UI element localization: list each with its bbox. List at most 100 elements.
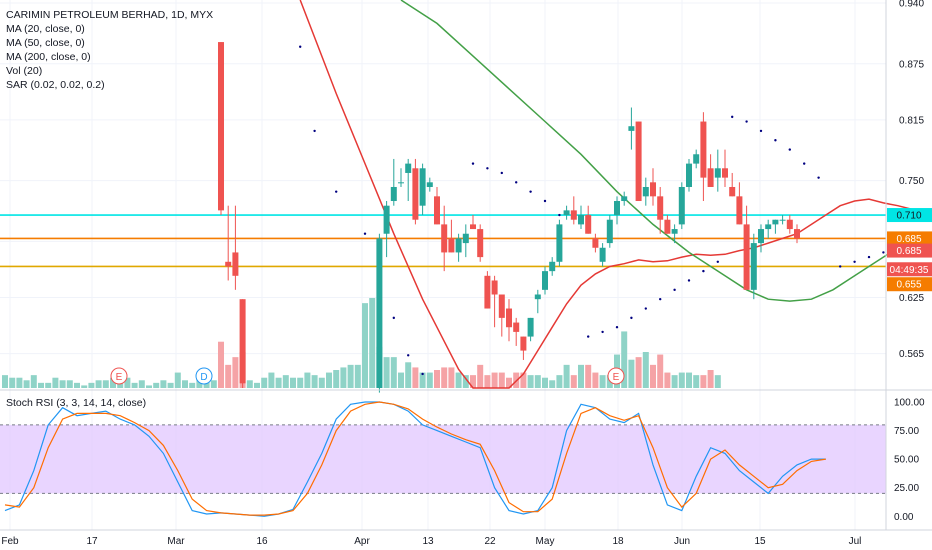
- volume-bar: [45, 382, 52, 388]
- sar-dot: [363, 232, 367, 235]
- legend-stoch-rsi[interactable]: Stoch RSI (3, 3, 14, 14, close): [6, 397, 147, 409]
- volume-bar: [95, 380, 102, 388]
- time-tick-label: May: [536, 536, 555, 547]
- price-tag-bg: [887, 231, 932, 246]
- volume-bar: [426, 372, 433, 388]
- volume-bar: [261, 377, 268, 388]
- sar-dot: [558, 213, 561, 217]
- price-tick-label: 0.940: [899, 0, 924, 10]
- price-tag-label: 0.685: [896, 246, 921, 257]
- volume-bar: [160, 380, 167, 388]
- volume-bar: [74, 382, 80, 388]
- stoch-rsi-pane: [0, 401, 886, 517]
- volume-bar: [189, 382, 196, 388]
- sar-dot: [392, 316, 395, 320]
- price-tag: 04:49:35: [887, 262, 932, 277]
- volume-bar: [30, 375, 37, 388]
- volume-bar: [369, 298, 376, 388]
- candle-body: [707, 168, 714, 187]
- sar-dot: [759, 129, 763, 133]
- sar-dot: [716, 260, 719, 263]
- moving-averages: [299, 0, 927, 389]
- sar-dot: [702, 269, 705, 273]
- volume-bar: [498, 372, 505, 388]
- candle-body: [786, 219, 793, 230]
- volume-bar: [131, 382, 138, 388]
- event-marker: [607, 367, 625, 385]
- volume-bar: [470, 375, 476, 388]
- volume-bar: [650, 364, 656, 388]
- sar-dot: [644, 307, 647, 310]
- sar-dot: [731, 115, 734, 119]
- volume-bar: [182, 380, 188, 388]
- volume-bar: [340, 367, 347, 388]
- ma50-line: [400, 0, 927, 302]
- volume-bar: [563, 364, 570, 388]
- volume-bar: [448, 367, 455, 388]
- time-tick-label: 22: [484, 536, 496, 547]
- legend-vol[interactable]: Vol (20): [6, 65, 43, 77]
- volume-bar: [282, 375, 289, 388]
- volume-bar: [657, 354, 664, 388]
- candle-body: [621, 196, 628, 202]
- candle-body: [772, 219, 779, 225]
- price-tag-bg: [887, 208, 932, 223]
- time-tick-label: 17: [86, 536, 98, 547]
- stoch-rsi-k-line: [4, 401, 826, 517]
- candle-body: [650, 182, 656, 197]
- volume-bar: [491, 372, 498, 388]
- candle-body: [448, 238, 455, 253]
- volume-bar: [635, 357, 642, 388]
- volume-bar: [441, 367, 448, 388]
- volume-bar: [254, 382, 260, 388]
- price-tag-label: 04:49:35: [890, 265, 929, 276]
- candle-body: [218, 42, 224, 211]
- time-tick-label: Jul: [849, 536, 862, 547]
- candle-body: [419, 168, 426, 206]
- legend-ma20[interactable]: MA (20, close, 0): [6, 23, 85, 35]
- price-tag: 0.685: [887, 243, 932, 258]
- sar-dot: [788, 148, 791, 151]
- sar-dot: [615, 326, 619, 329]
- sar-dot: [839, 265, 842, 268]
- legend-ma50[interactable]: MA (50, close, 0): [6, 37, 85, 49]
- legend-title[interactable]: CARIMIN PETROLEUM BERHAD, 1D, MYX: [6, 9, 214, 21]
- volume-bar: [556, 375, 563, 388]
- candles: [218, 42, 800, 393]
- price-tag-label: 0.710: [896, 211, 921, 222]
- volume-bar: [549, 380, 556, 388]
- volume-bar: [714, 375, 721, 388]
- sar-dot: [853, 260, 856, 263]
- volume-bar: [700, 375, 707, 388]
- candle-body: [736, 196, 743, 225]
- price-tag-label: 0.655: [896, 280, 921, 291]
- candle-body: [592, 238, 599, 248]
- volume-bar: [275, 377, 282, 388]
- candle-body: [527, 317, 534, 337]
- rsi-tick-label: 50.00: [894, 455, 919, 466]
- volume-bar: [318, 377, 325, 388]
- volume-bar: [174, 372, 181, 388]
- volume-bar: [9, 377, 16, 388]
- candle-body: [491, 280, 498, 295]
- parabolic-sar: [299, 45, 885, 376]
- candle-body: [441, 224, 448, 253]
- sar-dot: [774, 139, 777, 142]
- legend-sar[interactable]: SAR (0.02, 0.02, 0.2): [6, 79, 105, 91]
- volume-bar: [362, 303, 368, 388]
- candle-body: [232, 252, 239, 276]
- volume-bar: [570, 375, 577, 388]
- candle-body: [628, 126, 635, 131]
- time-tick-label: Jun: [674, 536, 690, 547]
- legend-ma200[interactable]: MA (200, close, 0): [6, 51, 91, 63]
- candle-body: [657, 196, 664, 220]
- candle-body: [722, 168, 728, 178]
- candle-body: [794, 229, 800, 239]
- rsi-tick-label: 25.00: [894, 483, 919, 494]
- volume-bar: [203, 380, 210, 388]
- sar-dot: [659, 297, 662, 301]
